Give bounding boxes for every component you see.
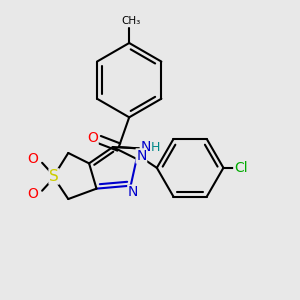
Text: O: O (28, 152, 38, 166)
Text: O: O (28, 187, 38, 201)
Text: H: H (151, 141, 160, 154)
Text: N: N (140, 140, 151, 154)
Text: N: N (128, 185, 138, 199)
Text: N: N (136, 149, 147, 163)
Text: O: O (87, 131, 98, 146)
Text: S: S (49, 169, 59, 184)
Text: Cl: Cl (234, 161, 248, 175)
Text: CH₃: CH₃ (121, 16, 140, 26)
